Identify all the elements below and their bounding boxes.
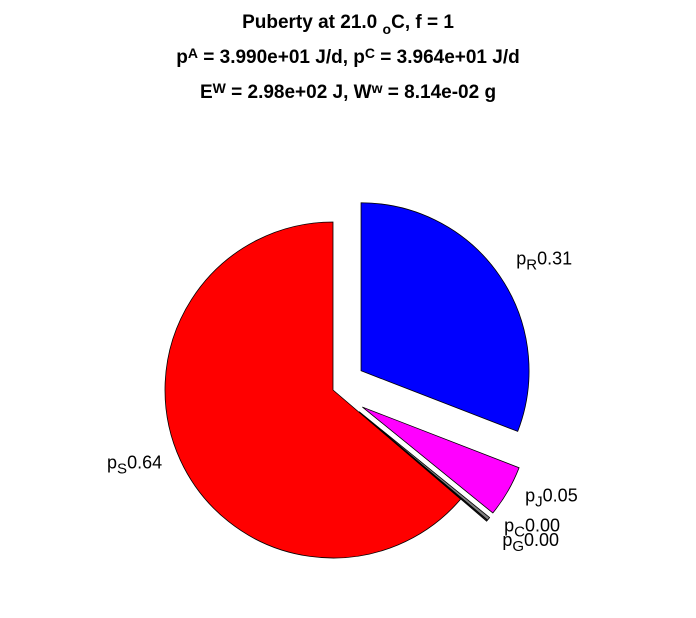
title-segment: C	[365, 45, 375, 61]
slice-label: pG0.00	[502, 530, 559, 555]
title-segment: o	[383, 21, 392, 37]
title-segment: = 2.98e+02 J, W	[226, 82, 372, 103]
slice-label-name: p	[107, 453, 117, 473]
slice-label-name: p	[525, 485, 535, 505]
pie-slice	[360, 202, 530, 432]
title-line: EW = 2.98e+02 J, Ww = 8.14e-02 g	[200, 80, 496, 103]
slice-label-name: p	[504, 516, 514, 536]
title-segment: = 3.964e+01 J/d	[375, 47, 520, 68]
slice-label-value: 0.05	[543, 485, 578, 505]
slice-label-value: 0.00	[524, 530, 559, 550]
slice-label-name: p	[516, 248, 526, 268]
slice-label-sub: J	[535, 494, 543, 511]
title-segment: A	[188, 45, 198, 61]
slice-label: pS0.64	[107, 453, 162, 478]
pie-slice	[164, 221, 462, 559]
title-segment: Puberty at 21.0	[242, 12, 382, 33]
slice-label-value: 0.00	[525, 516, 560, 536]
title-line: Puberty at 21.0 oC, f = 1	[242, 12, 454, 37]
pie-slice	[358, 411, 491, 521]
slice-label-sub: R	[526, 257, 537, 274]
slice-label-value: 0.31	[537, 248, 572, 268]
slice-label: pC0.00	[504, 516, 560, 541]
title-segment: p	[176, 47, 188, 68]
title-segment: = 3.990e+01 J/d, p	[198, 47, 365, 68]
slice-label-sub: C	[514, 524, 525, 541]
slice-label-sub: S	[117, 461, 127, 478]
title-segment: = 8.14e-02 g	[383, 82, 497, 103]
slice-label: pJ0.05	[525, 485, 578, 510]
slice-label-name: p	[502, 530, 512, 550]
title-segment: w	[371, 80, 383, 96]
title-segment: C, f = 1	[391, 12, 454, 33]
title-line: pA = 3.990e+01 J/d, pC = 3.964e+01 J/d	[176, 45, 519, 68]
pie-slice	[362, 406, 520, 514]
title-segment: W	[213, 80, 227, 96]
slice-label-sub: G	[512, 538, 524, 555]
title-segment: E	[200, 82, 213, 103]
slice-label: pR0.31	[516, 248, 572, 273]
slice-label-value: 0.64	[127, 453, 162, 473]
